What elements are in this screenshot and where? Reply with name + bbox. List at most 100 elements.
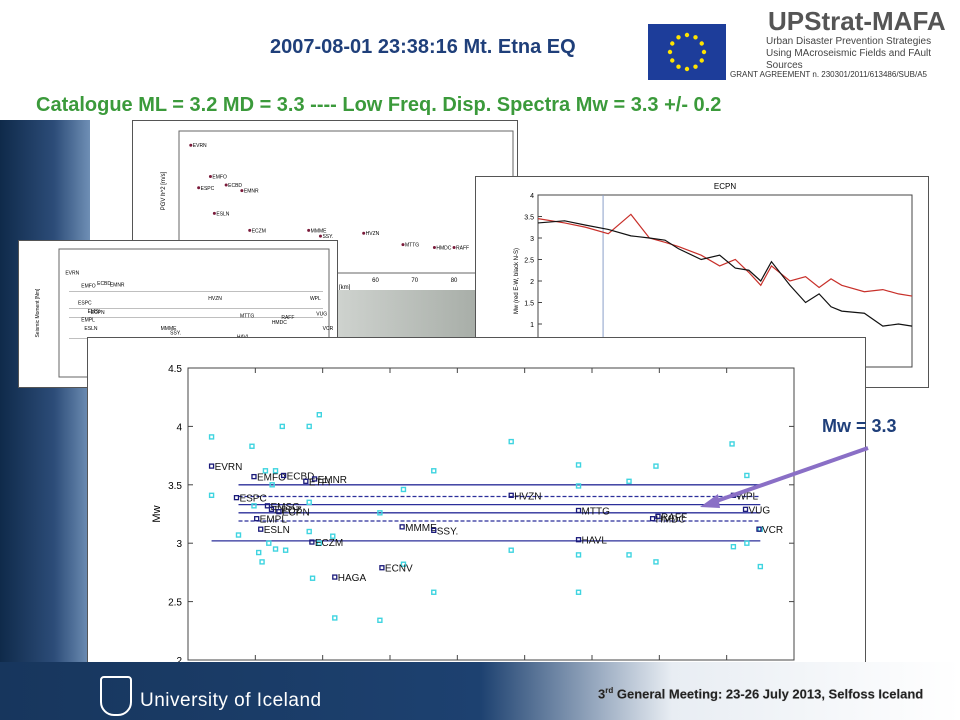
station-point xyxy=(332,574,338,580)
x-tick-label: 70 xyxy=(411,278,418,284)
background-photo xyxy=(336,290,476,340)
y-tick-label: 1.5 xyxy=(524,301,534,308)
station-point xyxy=(508,492,514,498)
station-label: ESPC xyxy=(78,300,92,306)
spread-point xyxy=(332,615,338,621)
station-point xyxy=(268,506,275,512)
station-label: EMSG xyxy=(270,502,300,513)
spread-point xyxy=(575,589,582,595)
y-tick-label: 3 xyxy=(530,236,534,243)
station-label: VUG xyxy=(749,505,771,516)
y-axis-label: Mw (red E-W, black N-S) xyxy=(514,248,520,314)
station-label: MMME xyxy=(311,228,327,234)
station-label: ECNV xyxy=(385,564,413,575)
y-tick-label: 2.5 xyxy=(524,258,534,265)
station-label: EMNR xyxy=(110,283,125,289)
left-decorative-strip xyxy=(0,120,90,680)
station-point xyxy=(233,494,240,501)
station-point xyxy=(575,507,582,514)
eu-star-icon xyxy=(667,49,673,55)
station-point xyxy=(197,186,201,190)
station-label: HMDC xyxy=(436,245,451,251)
station-label: WPL xyxy=(310,296,321,302)
y-tick-label: 3 xyxy=(176,539,182,550)
event-title: 2007-08-01 23:38:16 Mt. Etna EQ xyxy=(270,36,576,58)
spread-point xyxy=(279,423,285,430)
y-tick-label: 4 xyxy=(176,422,182,433)
x-axis-label: [km] xyxy=(339,285,351,291)
y-tick-label: 1 xyxy=(530,322,534,329)
station-point xyxy=(258,526,264,532)
spread-point xyxy=(330,533,336,539)
spread-point xyxy=(255,549,262,556)
station-label: HVZN xyxy=(208,296,222,302)
station-point xyxy=(264,503,271,509)
station-label: MMME xyxy=(161,326,177,332)
spread-point xyxy=(575,462,582,468)
station-label: ECZM xyxy=(252,228,266,234)
y-axis-label: Seismic Moment [Nm] xyxy=(35,288,41,338)
station-label: EVRN xyxy=(215,462,243,473)
pgv-plot-panel: 60 70 80 [km] PGV h^2 [m/s] EVRN EMFO ESPC ECBD E… xyxy=(132,120,518,292)
spread-point xyxy=(377,617,383,623)
eu-star-icon xyxy=(670,58,675,63)
station-point xyxy=(240,189,244,193)
station-label: SSY. xyxy=(322,234,333,240)
spread-point xyxy=(744,540,750,546)
spread-point xyxy=(272,546,279,552)
spread-point xyxy=(431,589,437,595)
station-label: EMPL xyxy=(260,515,288,526)
station-point xyxy=(431,527,437,534)
station-label: HAGA xyxy=(338,573,367,584)
meeting-ordinal-suffix: rd xyxy=(605,686,614,695)
y-axis-label: PGV h^2 [m/s] xyxy=(161,171,167,210)
spread-point xyxy=(575,483,582,489)
station-label: EMNR xyxy=(318,475,347,486)
spread-point xyxy=(400,561,407,567)
station-point xyxy=(575,537,582,543)
spread-point xyxy=(316,412,323,418)
spread-point xyxy=(269,482,275,488)
station-point xyxy=(280,472,287,479)
grant-agreement: GRANT AGREEMENT n. 230301/2011/613486/SU… xyxy=(730,70,927,79)
spread-point xyxy=(575,552,582,558)
station-label: WPL xyxy=(736,491,758,502)
station-point xyxy=(362,231,366,235)
station-label: EVRN xyxy=(65,271,79,277)
spread-point xyxy=(235,532,242,538)
spectra-series-line xyxy=(537,213,913,297)
station-label: EMFO xyxy=(81,283,96,289)
eu-star-icon xyxy=(699,41,704,46)
y-tick-label: 3.5 xyxy=(524,215,534,222)
university-name: University of Iceland xyxy=(140,690,322,711)
station-label: RAFF xyxy=(281,315,294,321)
y-tick-label: 2 xyxy=(176,656,182,667)
spread-point xyxy=(730,544,737,550)
station-label: EVRN xyxy=(193,143,207,149)
station-point xyxy=(208,463,215,469)
station-label: HMDC xyxy=(272,320,287,326)
station-label: VCR xyxy=(762,525,783,536)
spread-point xyxy=(626,478,632,484)
station-point xyxy=(756,526,762,532)
meeting-info: 3rd General Meeting: 23-26 July 2013, Se… xyxy=(598,686,923,701)
station-label: ETFI xyxy=(309,477,331,488)
eu-star-icon xyxy=(701,49,707,55)
x-tick-label: 60 xyxy=(372,278,379,284)
eu-star-icon xyxy=(676,35,681,40)
station-point xyxy=(224,183,228,187)
station-label: EMFO xyxy=(257,473,286,484)
station-label: ECBD xyxy=(287,471,315,482)
station-label: SSY. xyxy=(170,330,181,336)
station-point xyxy=(208,174,212,178)
footer-bar xyxy=(0,662,960,720)
station-point xyxy=(452,245,456,249)
station-label: MTTG xyxy=(582,506,611,517)
station-label: SSY. xyxy=(437,526,459,537)
station-label: ECBD xyxy=(97,281,111,287)
spread-point xyxy=(262,468,269,474)
eu-star-icon xyxy=(699,58,704,63)
y-tick-label: 2 xyxy=(530,279,534,286)
station-label: RAFF xyxy=(661,512,687,523)
meeting-text: General Meeting: 23-26 July 2013, Selfos… xyxy=(613,686,924,702)
